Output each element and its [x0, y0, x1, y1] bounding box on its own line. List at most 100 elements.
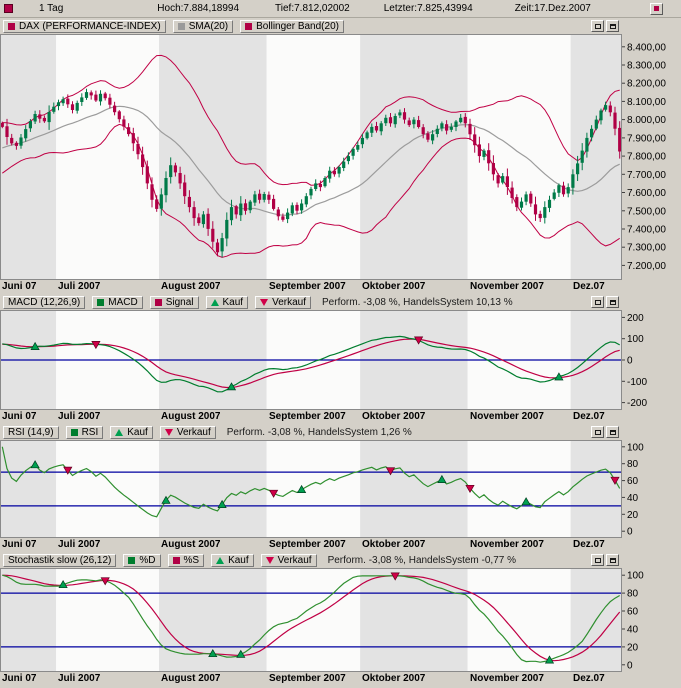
- svg-text:7.800,00: 7.800,00: [627, 152, 666, 163]
- buy-marker: [554, 372, 564, 381]
- legend-rsi-line[interactable]: RSI: [65, 425, 104, 439]
- rsi-sell-label: Verkauf: [176, 426, 211, 438]
- month-label: November 2007: [470, 411, 544, 422]
- svg-text:7.900,00: 7.900,00: [627, 133, 666, 144]
- legend-stoch-d[interactable]: %D: [123, 553, 161, 567]
- legend-bollinger[interactable]: Bollinger Band(20): [240, 19, 344, 33]
- month-label: November 2007: [470, 539, 544, 550]
- month-label: September 2007: [269, 673, 346, 684]
- restore-icon: [594, 299, 601, 305]
- legend-dax[interactable]: DAX (PERFORMANCE-INDEX): [3, 19, 166, 33]
- buy-triangle-icon: [210, 298, 219, 306]
- legend-rsi-buy[interactable]: Kauf: [110, 425, 153, 439]
- month-label: August 2007: [161, 539, 221, 550]
- sell-marker: [63, 466, 73, 475]
- month-label: Dez.07: [573, 411, 605, 422]
- svg-text:8.400,00: 8.400,00: [627, 42, 666, 53]
- macd-maximize-button[interactable]: [606, 296, 619, 308]
- svg-text:80: 80: [627, 459, 639, 470]
- month-label: September 2007: [269, 539, 346, 550]
- month-label: Juli 2007: [58, 539, 101, 550]
- macd-title[interactable]: MACD (12,26,9): [3, 295, 86, 309]
- stoch-collapse-button[interactable]: [591, 554, 604, 566]
- price-collapse-button[interactable]: [591, 20, 604, 32]
- period-label[interactable]: 1 Tag: [39, 3, 64, 14]
- maximize-icon: [609, 429, 616, 435]
- app-icon: [4, 4, 13, 13]
- svg-text:0: 0: [627, 356, 633, 367]
- legend-stoch-s[interactable]: %S: [167, 553, 205, 567]
- month-label: Juni 07: [2, 673, 37, 684]
- dax-swatch-icon: [8, 22, 15, 30]
- svg-text:0: 0: [627, 660, 633, 671]
- month-label: Juli 2007: [58, 281, 101, 292]
- month-label: September 2007: [269, 281, 346, 292]
- month-label: November 2007: [470, 673, 544, 684]
- month-label: Oktober 2007: [362, 673, 426, 684]
- legend-stoch-buy[interactable]: Kauf: [211, 553, 254, 567]
- maximize-icon: [609, 299, 616, 305]
- svg-text:100: 100: [627, 442, 644, 453]
- legend-dax-label: DAX (PERFORMANCE-INDEX): [19, 20, 161, 32]
- stoch-chart[interactable]: 100 80 60 40 20 0: [0, 568, 681, 672]
- legend-macd-buy[interactable]: Kauf: [205, 295, 249, 309]
- buy-marker: [30, 460, 40, 469]
- macd-sell-label: Verkauf: [272, 296, 307, 308]
- legend-macd-sell[interactable]: Verkauf: [255, 295, 312, 309]
- rsi-maximize-button[interactable]: [606, 426, 619, 438]
- month-label: Oktober 2007: [362, 411, 426, 422]
- buy-marker: [208, 648, 218, 658]
- month-label: Oktober 2007: [362, 539, 426, 550]
- stoch-s-swatch-icon: [172, 556, 180, 564]
- legend-stoch-d-label: %D: [139, 554, 156, 566]
- price-legend: DAX (PERFORMANCE-INDEX) SMA(20) Bollinge…: [0, 18, 681, 34]
- rsi-title-label: RSI (14,9): [8, 426, 54, 438]
- svg-text:7.600,00: 7.600,00: [627, 188, 666, 199]
- stoch-title[interactable]: Stochastik slow (26,12): [3, 553, 117, 567]
- svg-text:60: 60: [627, 607, 639, 618]
- svg-text:20: 20: [627, 510, 639, 521]
- legend-stoch-sell[interactable]: Verkauf: [260, 553, 317, 567]
- macd-collapse-button[interactable]: [591, 296, 604, 308]
- legend-stoch-s-label: %S: [183, 554, 200, 566]
- time-axis-stoch: Juni 07 Juli 2007 August 2007 September 200…: [0, 672, 681, 686]
- rsi-collapse-button[interactable]: [591, 426, 604, 438]
- sell-marker: [413, 336, 424, 345]
- stoch-performance: Perform. -3,08 %, HandelsSystem -0,77 %: [327, 554, 516, 566]
- svg-text:7.700,00: 7.700,00: [627, 170, 666, 181]
- stoch-maximize-button[interactable]: [606, 554, 619, 566]
- svg-text:8.300,00: 8.300,00: [627, 61, 666, 72]
- legend-sma[interactable]: SMA(20): [172, 19, 234, 33]
- restore-icon: [594, 23, 601, 29]
- legend-signal-line[interactable]: Signal: [149, 295, 199, 309]
- legend-rsi-sell[interactable]: Verkauf: [159, 425, 216, 439]
- macd-chart[interactable]: 200 100 0 -100 -200: [0, 310, 681, 410]
- buy-marker: [521, 497, 531, 506]
- month-label: Dez.07: [573, 281, 605, 292]
- price-chart[interactable]: 8.400,00 8.300,00 8.200,00 8.100,00 8.000,00…: [0, 34, 681, 280]
- time-label: Zeit:17.Dez.2007: [514, 3, 591, 14]
- macd-legend: MACD (12,26,9) MACD Signal Kauf Verkauf …: [0, 294, 681, 310]
- legend-rsi-label: RSI: [81, 426, 99, 438]
- stoch-buy-label: Kauf: [228, 554, 249, 566]
- sma-line: [2, 105, 620, 216]
- buy-marker: [58, 579, 68, 589]
- month-label: Oktober 2007: [362, 281, 426, 292]
- legend-macd-line[interactable]: MACD: [92, 295, 143, 309]
- restore-icon: [594, 557, 601, 563]
- svg-text:8.000,00: 8.000,00: [627, 115, 666, 126]
- buy-marker: [296, 484, 307, 493]
- price-maximize-button[interactable]: [606, 20, 619, 32]
- svg-text:-100: -100: [627, 377, 647, 388]
- buy-marker: [437, 474, 447, 483]
- month-label: Dez.07: [573, 673, 605, 684]
- svg-text:100: 100: [627, 571, 644, 582]
- stoch-d-swatch-icon: [128, 556, 136, 564]
- rsi-title[interactable]: RSI (14,9): [3, 425, 59, 439]
- window-menu-button[interactable]: [650, 2, 663, 15]
- buy-triangle-icon: [216, 556, 225, 564]
- month-label: November 2007: [470, 281, 544, 292]
- rsi-chart[interactable]: 100 80 60 40 20 0: [0, 440, 681, 538]
- candles: [0, 88, 622, 258]
- macd-performance: Perform. -3,08 %, HandelsSystem 10,13 %: [322, 296, 513, 308]
